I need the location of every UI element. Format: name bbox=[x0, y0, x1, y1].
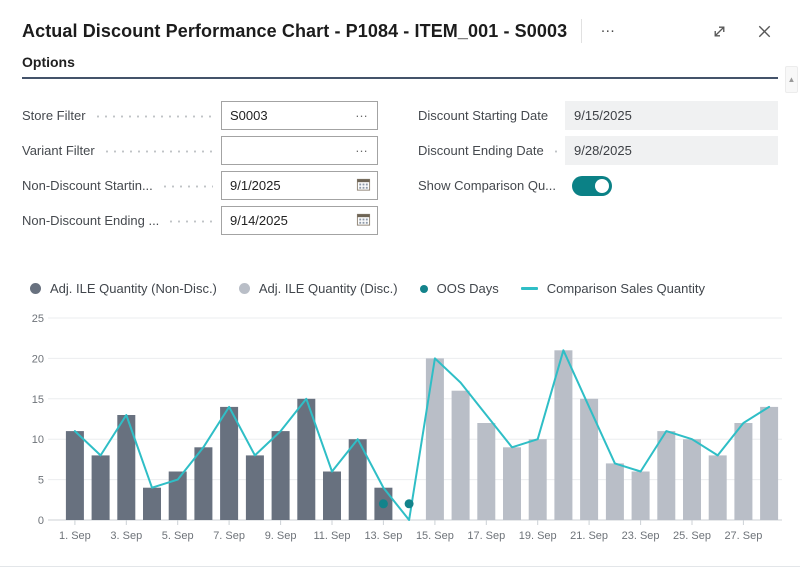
dotted-leader bbox=[102, 145, 213, 158]
non-discount-starting-date-field: Non-Discount Startin... bbox=[22, 171, 378, 200]
dotted-leader bbox=[556, 110, 557, 123]
svg-text:0: 0 bbox=[38, 515, 44, 527]
discount-ending-date-value: 9/28/2025 bbox=[565, 136, 778, 165]
page-title: Actual Discount Performance Chart - P108… bbox=[22, 20, 568, 41]
header-divider bbox=[581, 19, 583, 43]
svg-text:17. Sep: 17. Sep bbox=[467, 530, 505, 542]
discount-ending-date-field: Discount Ending Date 9/28/2025 bbox=[418, 136, 778, 165]
dotted-leader bbox=[551, 145, 557, 158]
dialog-header: Actual Discount Performance Chart - P108… bbox=[22, 0, 778, 44]
dotted-leader bbox=[167, 215, 213, 228]
variant-filter-label: Variant Filter bbox=[22, 143, 95, 158]
calendar-icon bbox=[356, 212, 371, 230]
non-discount-ending-date-label: Non-Discount Ending ... bbox=[22, 213, 160, 228]
variant-filter-inputbox: … bbox=[221, 136, 378, 165]
toggle-knob bbox=[595, 178, 610, 193]
legend-label: Adj. ILE Quantity (Non-Disc.) bbox=[50, 281, 217, 296]
page-bottom-rule bbox=[0, 566, 800, 567]
svg-text:25. Sep: 25. Sep bbox=[673, 530, 711, 542]
store-filter-lookup-button[interactable]: … bbox=[351, 106, 377, 124]
form-right-column: Discount Starting Date 9/15/2025 Discoun… bbox=[418, 101, 778, 241]
form-left-column: Store Filter … Variant Filter … Non-Disc… bbox=[22, 101, 378, 241]
non-disc-swatch-icon bbox=[30, 283, 41, 294]
non-discount-ending-date-input[interactable] bbox=[222, 213, 354, 228]
svg-text:10: 10 bbox=[32, 434, 44, 446]
expand-icon bbox=[710, 22, 729, 41]
scrollbar-up-button[interactable]: ▲ bbox=[785, 66, 798, 93]
svg-text:9. Sep: 9. Sep bbox=[265, 530, 297, 542]
options-section-rule bbox=[22, 77, 778, 79]
svg-text:5. Sep: 5. Sep bbox=[162, 530, 194, 542]
store-filter-inputbox: … bbox=[221, 101, 378, 130]
discount-starting-date-field: Discount Starting Date 9/15/2025 bbox=[418, 101, 778, 130]
expand-button[interactable] bbox=[706, 20, 733, 43]
store-filter-field: Store Filter … bbox=[22, 101, 378, 130]
non-discount-ending-date-picker-button[interactable] bbox=[354, 212, 377, 230]
svg-text:15. Sep: 15. Sep bbox=[416, 530, 454, 542]
svg-text:13. Sep: 13. Sep bbox=[364, 530, 402, 542]
non-discount-starting-date-label: Non-Discount Startin... bbox=[22, 178, 153, 193]
show-comparison-toggle[interactable] bbox=[572, 175, 613, 196]
dotted-leader bbox=[160, 180, 213, 193]
svg-text:23. Sep: 23. Sep bbox=[622, 530, 660, 542]
discount-ending-date-label: Discount Ending Date bbox=[418, 143, 544, 158]
variant-filter-field: Variant Filter … bbox=[22, 136, 378, 165]
svg-text:15: 15 bbox=[32, 394, 44, 406]
legend-item-non-disc[interactable]: Adj. ILE Quantity (Non-Disc.) bbox=[30, 281, 217, 296]
non-discount-starting-date-picker-button[interactable] bbox=[354, 177, 377, 195]
variant-filter-lookup-button[interactable]: … bbox=[351, 141, 377, 159]
svg-text:25: 25 bbox=[32, 313, 44, 325]
legend-label: Adj. ILE Quantity (Disc.) bbox=[258, 281, 398, 296]
show-comparison-label: Show Comparison Qu... bbox=[418, 178, 557, 193]
options-section-label[interactable]: Options bbox=[22, 54, 75, 70]
legend-item-disc[interactable]: Adj. ILE Quantity (Disc.) bbox=[238, 281, 398, 296]
performance-chart[interactable]: 0 5 10 15 20 25 1. Sep 3. Sep 5. Sep 7. Sep 9. Sep… bbox=[22, 304, 788, 546]
chart-area[interactable]: 0 5 10 15 20 25 1. Sep 3. Sep 5. Sep 7. Sep 9. Sep… bbox=[22, 304, 782, 546]
svg-text:21. Sep: 21. Sep bbox=[570, 530, 608, 542]
disc-swatch-icon bbox=[238, 283, 250, 294]
svg-text:1. Sep: 1. Sep bbox=[59, 530, 91, 542]
more-options-button[interactable]: … bbox=[596, 20, 620, 41]
options-form: Store Filter … Variant Filter … Non-Disc… bbox=[22, 101, 778, 241]
svg-text:5: 5 bbox=[38, 475, 44, 487]
oos-swatch-icon bbox=[419, 284, 428, 293]
svg-text:7. Sep: 7. Sep bbox=[213, 530, 245, 542]
chart-legend: Adj. ILE Quantity (Non-Disc.) Adj. ILE Q… bbox=[30, 281, 778, 296]
options-section-header: Options bbox=[22, 54, 778, 79]
discount-starting-date-label: Discount Starting Date bbox=[418, 108, 549, 123]
legend-label: Comparison Sales Quantity bbox=[546, 281, 705, 296]
dotted-leader bbox=[93, 110, 213, 123]
legend-item-comparison[interactable]: Comparison Sales Quantity bbox=[520, 281, 705, 296]
show-comparison-field: Show Comparison Qu... bbox=[418, 171, 778, 200]
store-filter-label: Store Filter bbox=[22, 108, 86, 123]
variant-filter-input[interactable] bbox=[222, 143, 351, 158]
calendar-icon bbox=[356, 177, 371, 195]
svg-text:27. Sep: 27. Sep bbox=[724, 530, 762, 542]
non-discount-starting-date-input[interactable] bbox=[222, 178, 354, 193]
legend-item-oos[interactable]: OOS Days bbox=[419, 281, 499, 296]
store-filter-input[interactable] bbox=[222, 108, 351, 123]
close-icon bbox=[755, 22, 774, 41]
svg-text:19. Sep: 19. Sep bbox=[519, 530, 557, 542]
svg-text:11. Sep: 11. Sep bbox=[313, 530, 350, 542]
non-discount-ending-date-inputbox bbox=[221, 206, 378, 235]
comparison-swatch-icon bbox=[520, 287, 538, 290]
svg-text:3. Sep: 3. Sep bbox=[110, 530, 142, 542]
discount-starting-date-value: 9/15/2025 bbox=[565, 101, 778, 130]
legend-label: OOS Days bbox=[436, 281, 499, 296]
svg-text:20: 20 bbox=[32, 353, 44, 365]
non-discount-ending-date-field: Non-Discount Ending ... bbox=[22, 206, 378, 235]
non-discount-starting-date-inputbox bbox=[221, 171, 378, 200]
close-button[interactable] bbox=[751, 20, 778, 43]
